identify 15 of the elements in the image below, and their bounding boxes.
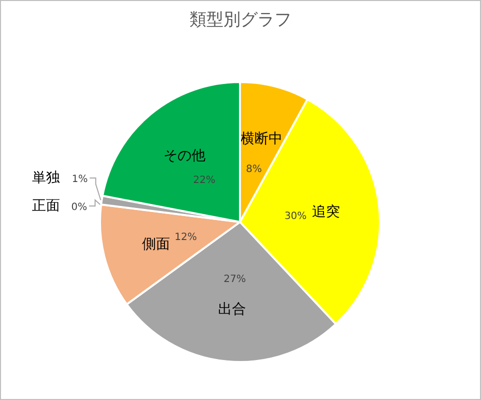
slice-label: 横断中 bbox=[240, 130, 283, 147]
legend-label: 正面 bbox=[32, 198, 60, 214]
data-label: 12% bbox=[174, 232, 197, 243]
slice-label: 側面 bbox=[142, 236, 170, 253]
slice-label: 単独 bbox=[32, 170, 60, 186]
data-label: 8% bbox=[246, 164, 262, 175]
slice-label: 追突 bbox=[312, 204, 340, 220]
data-label: 27% bbox=[224, 274, 246, 285]
chart-title: 類型別グラフ bbox=[190, 10, 292, 30]
data-label: 1% bbox=[72, 174, 88, 185]
slice-label: 出合 bbox=[218, 301, 246, 318]
slice-label: その他 bbox=[164, 148, 206, 164]
data-label: 22% bbox=[193, 174, 216, 186]
text: 0% bbox=[71, 202, 88, 213]
data-label: 30% bbox=[284, 210, 307, 222]
